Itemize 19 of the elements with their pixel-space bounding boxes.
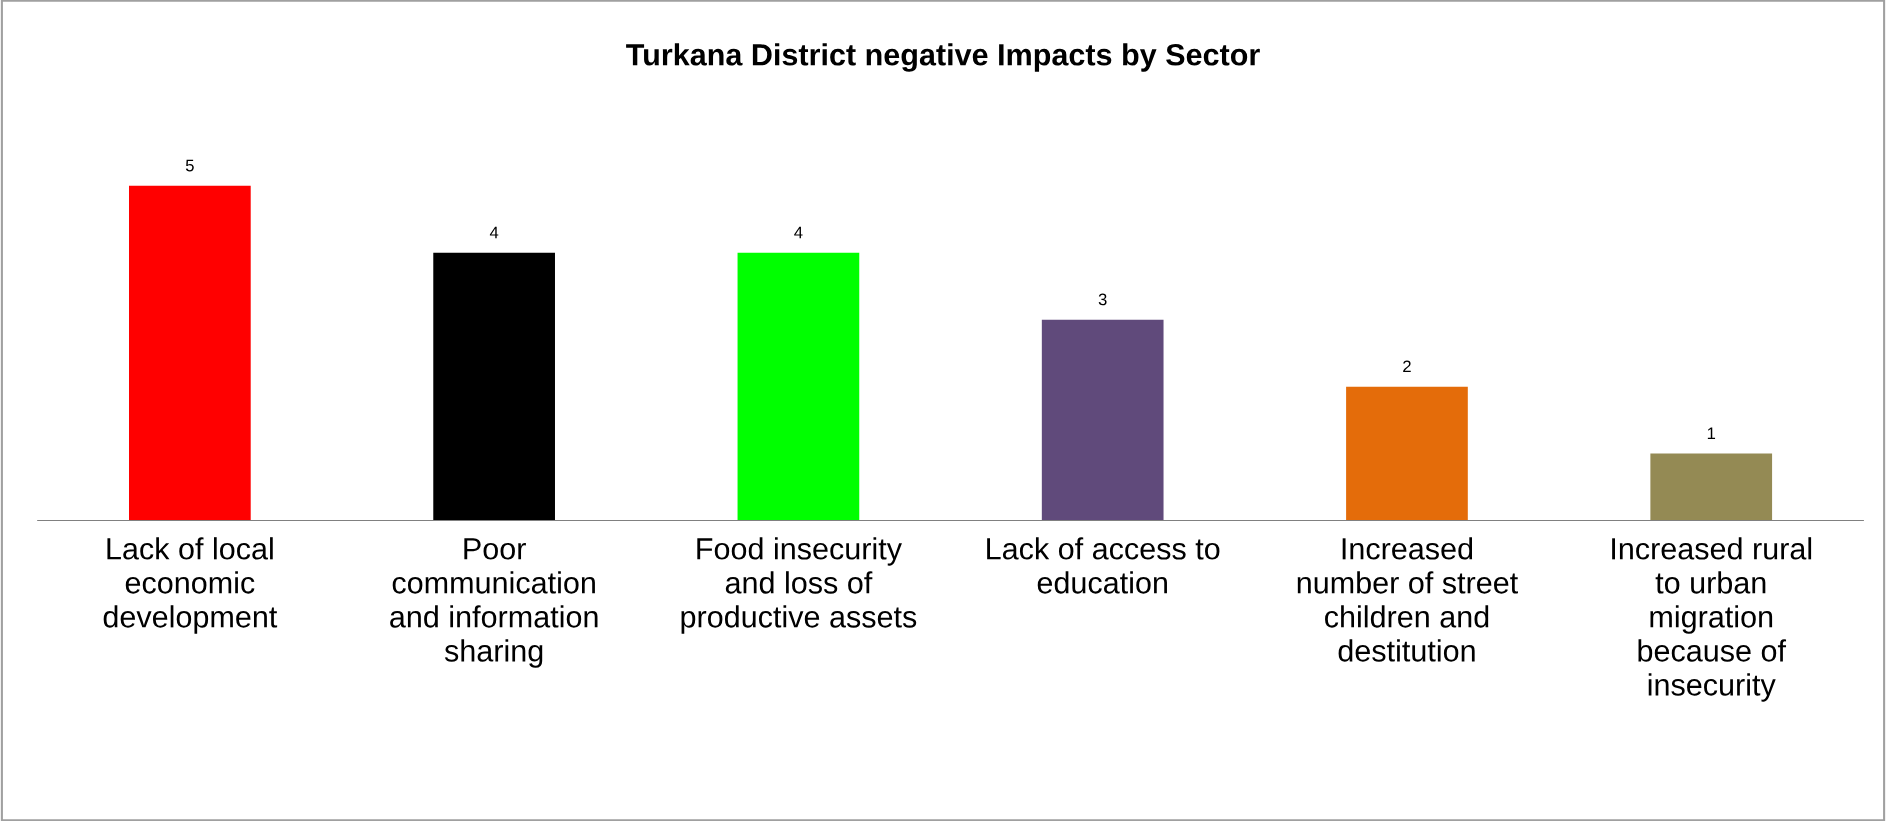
bar [737,252,860,521]
x-tick-label: Poor communication and information sharing [390,538,598,668]
data-label: 1 [1707,427,1716,440]
bar [433,252,555,521]
data-label: 4 [794,226,803,239]
chart-title: Turkana District negative Impacts by Sector [626,43,1260,72]
x-tick-label: Lack of local economic development [103,537,278,634]
x-tick-label: Lack of access to education [987,537,1220,594]
bar [129,185,251,521]
x-tick-label: Increased number of street children and destitution [1297,537,1518,662]
data-label: 4 [489,226,499,239]
x-tick-label: Increased rural to urban migration because of insecurity [1612,537,1812,702]
data-label: 3 [1098,293,1107,306]
bar [1346,386,1468,521]
data-label: 5 [185,159,194,172]
bar [1650,453,1773,521]
data-label: 2 [1403,360,1411,373]
x-tick-label: Food insecurity and loss of productive assets [681,537,917,634]
bar [1041,319,1164,521]
